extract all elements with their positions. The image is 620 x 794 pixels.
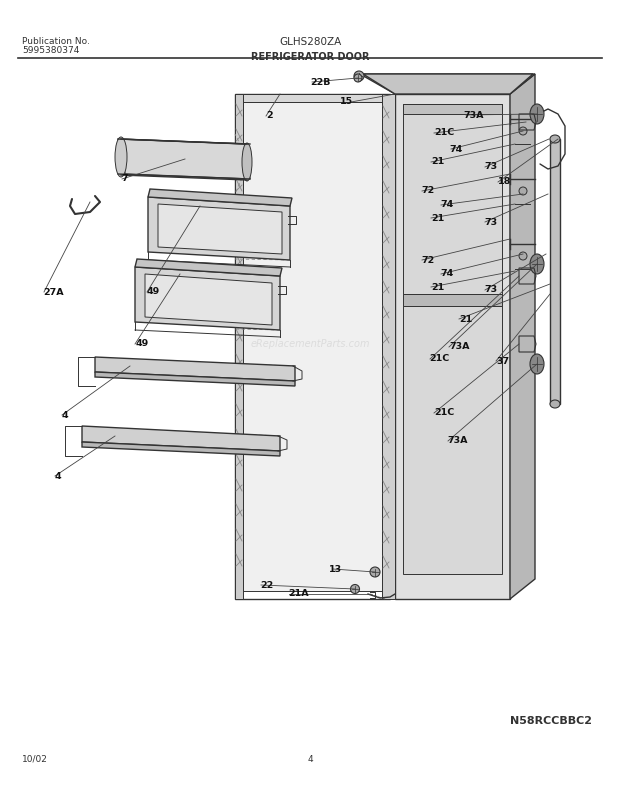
Text: 27A: 27A [43,287,64,297]
Polygon shape [118,139,250,179]
Text: 73: 73 [485,218,498,227]
Polygon shape [550,139,560,404]
Text: 21C: 21C [430,354,450,364]
Polygon shape [510,74,535,599]
Polygon shape [148,189,292,206]
Polygon shape [145,274,272,325]
Polygon shape [363,74,533,94]
Text: 49: 49 [135,339,148,349]
Circle shape [354,71,364,81]
Polygon shape [403,306,502,574]
Text: 15: 15 [340,97,353,106]
Polygon shape [148,197,290,260]
Text: 21: 21 [459,314,472,324]
Ellipse shape [530,104,544,124]
Ellipse shape [550,135,560,143]
Text: 49: 49 [147,287,160,296]
Polygon shape [395,94,510,599]
Circle shape [519,127,527,135]
Text: 21C: 21C [434,408,454,418]
Text: 74: 74 [440,269,453,279]
Text: 22B: 22B [310,78,330,87]
Circle shape [370,567,380,577]
Text: 5995380374: 5995380374 [22,46,79,55]
Ellipse shape [530,254,544,274]
Polygon shape [360,74,535,94]
Text: REFRIGERATOR DOOR: REFRIGERATOR DOOR [250,52,370,62]
Polygon shape [403,294,502,306]
Circle shape [354,74,362,82]
Polygon shape [235,94,243,599]
Text: 21: 21 [431,283,444,292]
Text: 22: 22 [260,580,273,590]
Text: 73: 73 [485,285,498,295]
Text: N58RCCBBC2: N58RCCBBC2 [510,716,592,726]
Polygon shape [243,102,382,591]
Text: 73A: 73A [464,110,484,120]
Text: 7: 7 [122,174,128,183]
Polygon shape [403,104,502,294]
Text: eReplacementParts.com: eReplacementParts.com [250,339,370,349]
Text: 72: 72 [422,186,435,195]
Text: Publication No.: Publication No. [22,37,90,46]
Polygon shape [158,204,282,254]
Circle shape [519,252,527,260]
Text: GLHS280ZA: GLHS280ZA [279,37,341,47]
Text: 18: 18 [498,177,511,187]
Polygon shape [382,94,395,599]
Text: 13: 13 [329,565,342,574]
Polygon shape [82,442,280,456]
Polygon shape [95,357,295,381]
Circle shape [350,584,360,593]
Ellipse shape [242,143,252,181]
Text: 74: 74 [440,200,453,210]
Text: 74: 74 [450,145,463,154]
Text: 21C: 21C [434,128,454,137]
Text: 4: 4 [55,472,61,481]
Ellipse shape [530,354,544,374]
Text: 10/02: 10/02 [22,755,48,764]
Polygon shape [135,259,282,276]
Text: 2: 2 [267,110,273,120]
Text: 73A: 73A [449,342,469,352]
Text: 4: 4 [62,410,69,420]
Polygon shape [403,104,502,114]
Polygon shape [243,94,382,102]
Text: 73A: 73A [448,436,468,445]
Text: 21A: 21A [288,589,309,599]
Polygon shape [95,372,295,386]
Polygon shape [135,267,280,330]
Circle shape [519,187,527,195]
Text: 21: 21 [431,157,444,167]
Polygon shape [82,426,280,451]
Text: 72: 72 [422,256,435,265]
Text: 73: 73 [485,162,498,172]
Text: 21: 21 [431,214,444,223]
Ellipse shape [550,400,560,408]
Ellipse shape [115,137,127,177]
Text: 37: 37 [496,357,509,366]
Text: 4: 4 [307,755,313,764]
